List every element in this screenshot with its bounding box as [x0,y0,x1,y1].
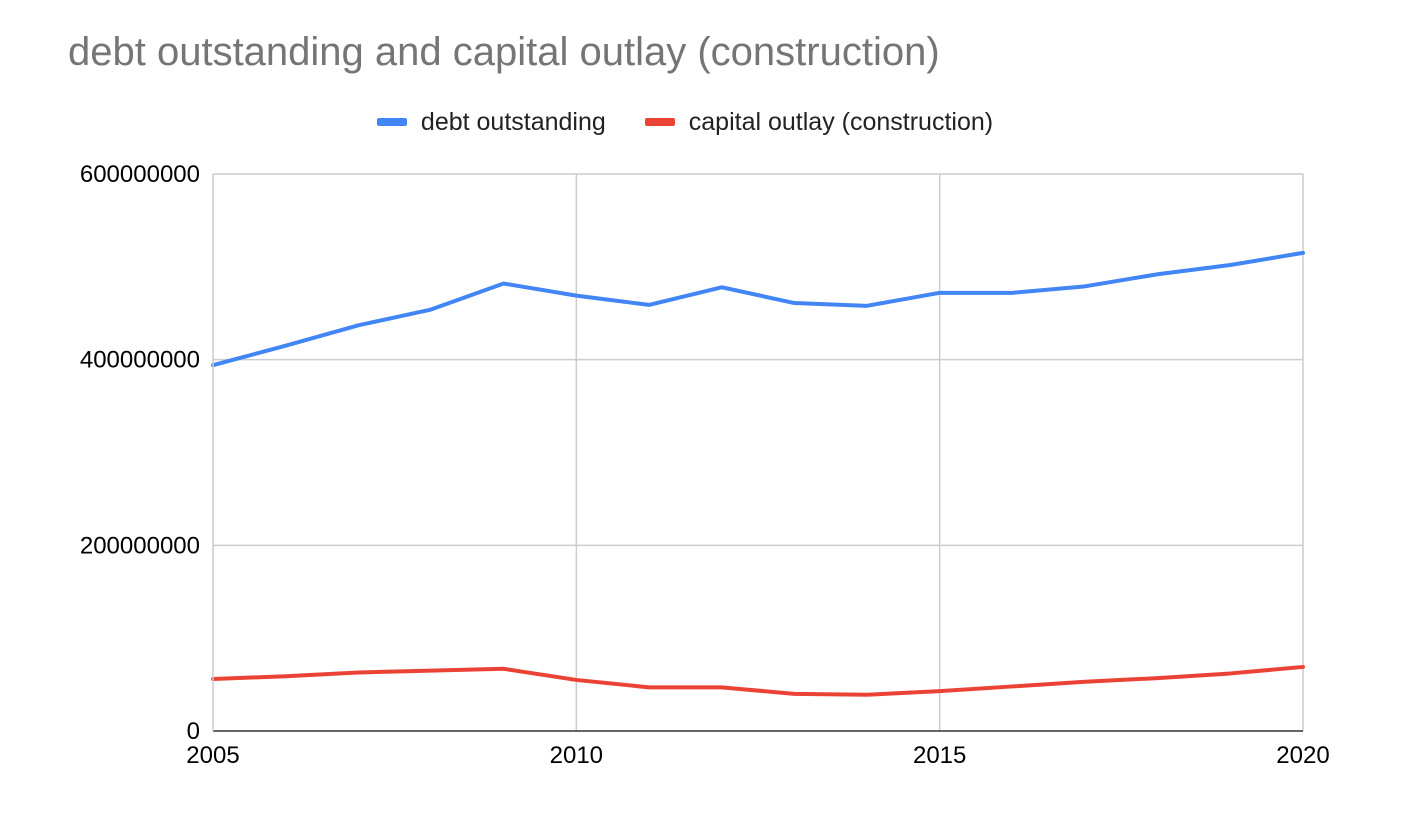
tick-labels: 0 200000000 400000000 600000000 2005 2010 2015… [80,161,1330,769]
axes [212,174,1303,732]
y-tick-label: 0 [187,718,200,745]
legend-item-debt-outstanding[interactable]: debt outstanding [376,107,606,137]
legend-item-capital-outlay[interactable]: capital outlay (construction) [644,107,994,137]
x-tick-label: 2020 [1276,742,1329,769]
x-tick-label: 2010 [550,742,603,769]
x-tick-label: 2005 [186,742,239,769]
y-tick-label: 200000000 [80,532,200,559]
legend-swatch-debt-outstanding [376,118,407,126]
chart-title: debt outstanding and capital outlay (con… [68,30,940,74]
series-line-debt-outstanding [211,250,1305,368]
y-tick-label: 400000000 [80,347,200,374]
legend-swatch-capital-outlay [644,118,675,126]
series-line-capital-outlay-construction [211,664,1305,697]
series-lines [211,250,1305,697]
legend-label-capital-outlay: capital outlay (construction) [688,107,994,136]
y-tick-label: 600000000 [80,161,200,188]
legend: debt outstanding capital outlay (constru… [0,104,1370,137]
x-tick-label: 2015 [913,742,966,769]
legend-label-debt-outstanding: debt outstanding [420,107,606,136]
gridlines [213,173,1304,731]
